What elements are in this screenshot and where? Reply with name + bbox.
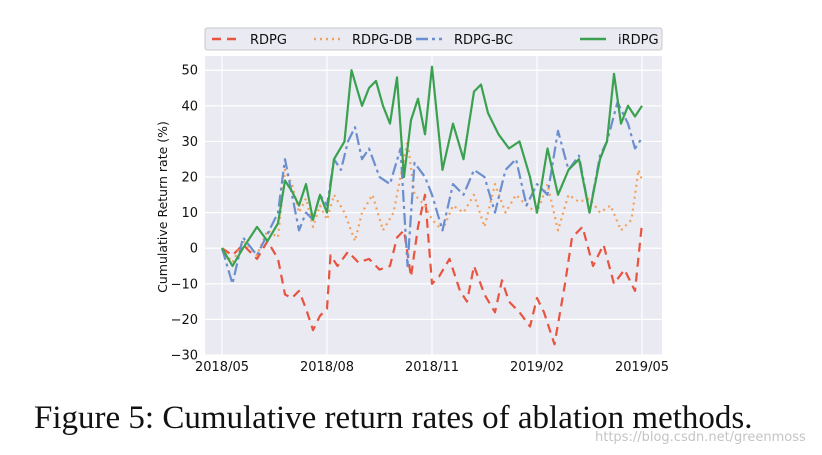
- y-tick-label: 30: [181, 135, 198, 150]
- y-axis-label: Cumulative Return rate (%): [155, 121, 170, 293]
- x-tick-label: 2019/05: [615, 360, 669, 375]
- y-tick-label: 40: [181, 99, 198, 114]
- legend-label: RDPG-DB: [352, 33, 413, 48]
- x-tick-label: 2018/08: [300, 360, 354, 375]
- series-lines: [220, 65, 644, 346]
- series-line-irdpg: [221, 65, 643, 268]
- y-tick-label: 50: [181, 64, 198, 79]
- figure-caption: Figure 5: Cumulative return rates of abl…: [34, 400, 753, 436]
- y-tick-label: 20: [181, 171, 198, 186]
- x-tick-label: 2018/11: [405, 360, 459, 375]
- legend: RDPG RDPG-DB RDPG-BC iRDPG: [204, 27, 663, 51]
- y-tick-label: −10: [171, 277, 198, 292]
- y-tick-label: 0: [190, 242, 198, 257]
- legend-label: RDPG: [250, 33, 287, 48]
- watermark: https://blog.csdn.net/greenmoss: [595, 430, 806, 445]
- x-tick-label: 2019/02: [510, 360, 564, 375]
- x-axis-ticks: 2018/05 2018/08 2018/11 2019/02 2019/05: [195, 360, 669, 375]
- legend-label: RDPG-BC: [454, 33, 513, 48]
- x-tick-label: 2018/05: [195, 360, 249, 375]
- y-axis-ticks: −30 −20 −10 0 10 20 30 40 50: [171, 64, 198, 364]
- y-tick-label: −20: [171, 313, 198, 328]
- legend-label: iRDPG: [618, 33, 659, 48]
- plot-area: [205, 56, 662, 355]
- y-tick-label: 10: [181, 206, 198, 221]
- y-tick-label: −30: [171, 349, 198, 364]
- series-line-rdpg: [221, 193, 644, 346]
- chart: 2018/05 2018/08 2018/11 2019/02 2019/05 −30−…: [155, 27, 669, 375]
- grid: [205, 56, 662, 356]
